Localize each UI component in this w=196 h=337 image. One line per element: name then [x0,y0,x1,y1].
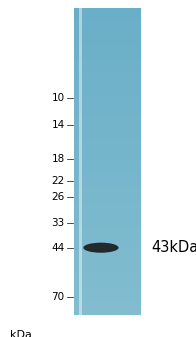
Text: 26: 26 [51,192,65,202]
Text: kDa: kDa [10,330,32,337]
Text: 33: 33 [51,218,65,228]
Text: 18: 18 [51,154,65,164]
Text: 22: 22 [51,176,65,186]
Text: 14: 14 [51,120,65,130]
Text: 43kDa: 43kDa [151,240,196,255]
Text: 44: 44 [51,243,65,253]
Bar [79,8,82,315]
Text: 70: 70 [52,292,65,302]
Text: 10: 10 [52,93,65,103]
Ellipse shape [83,243,119,253]
